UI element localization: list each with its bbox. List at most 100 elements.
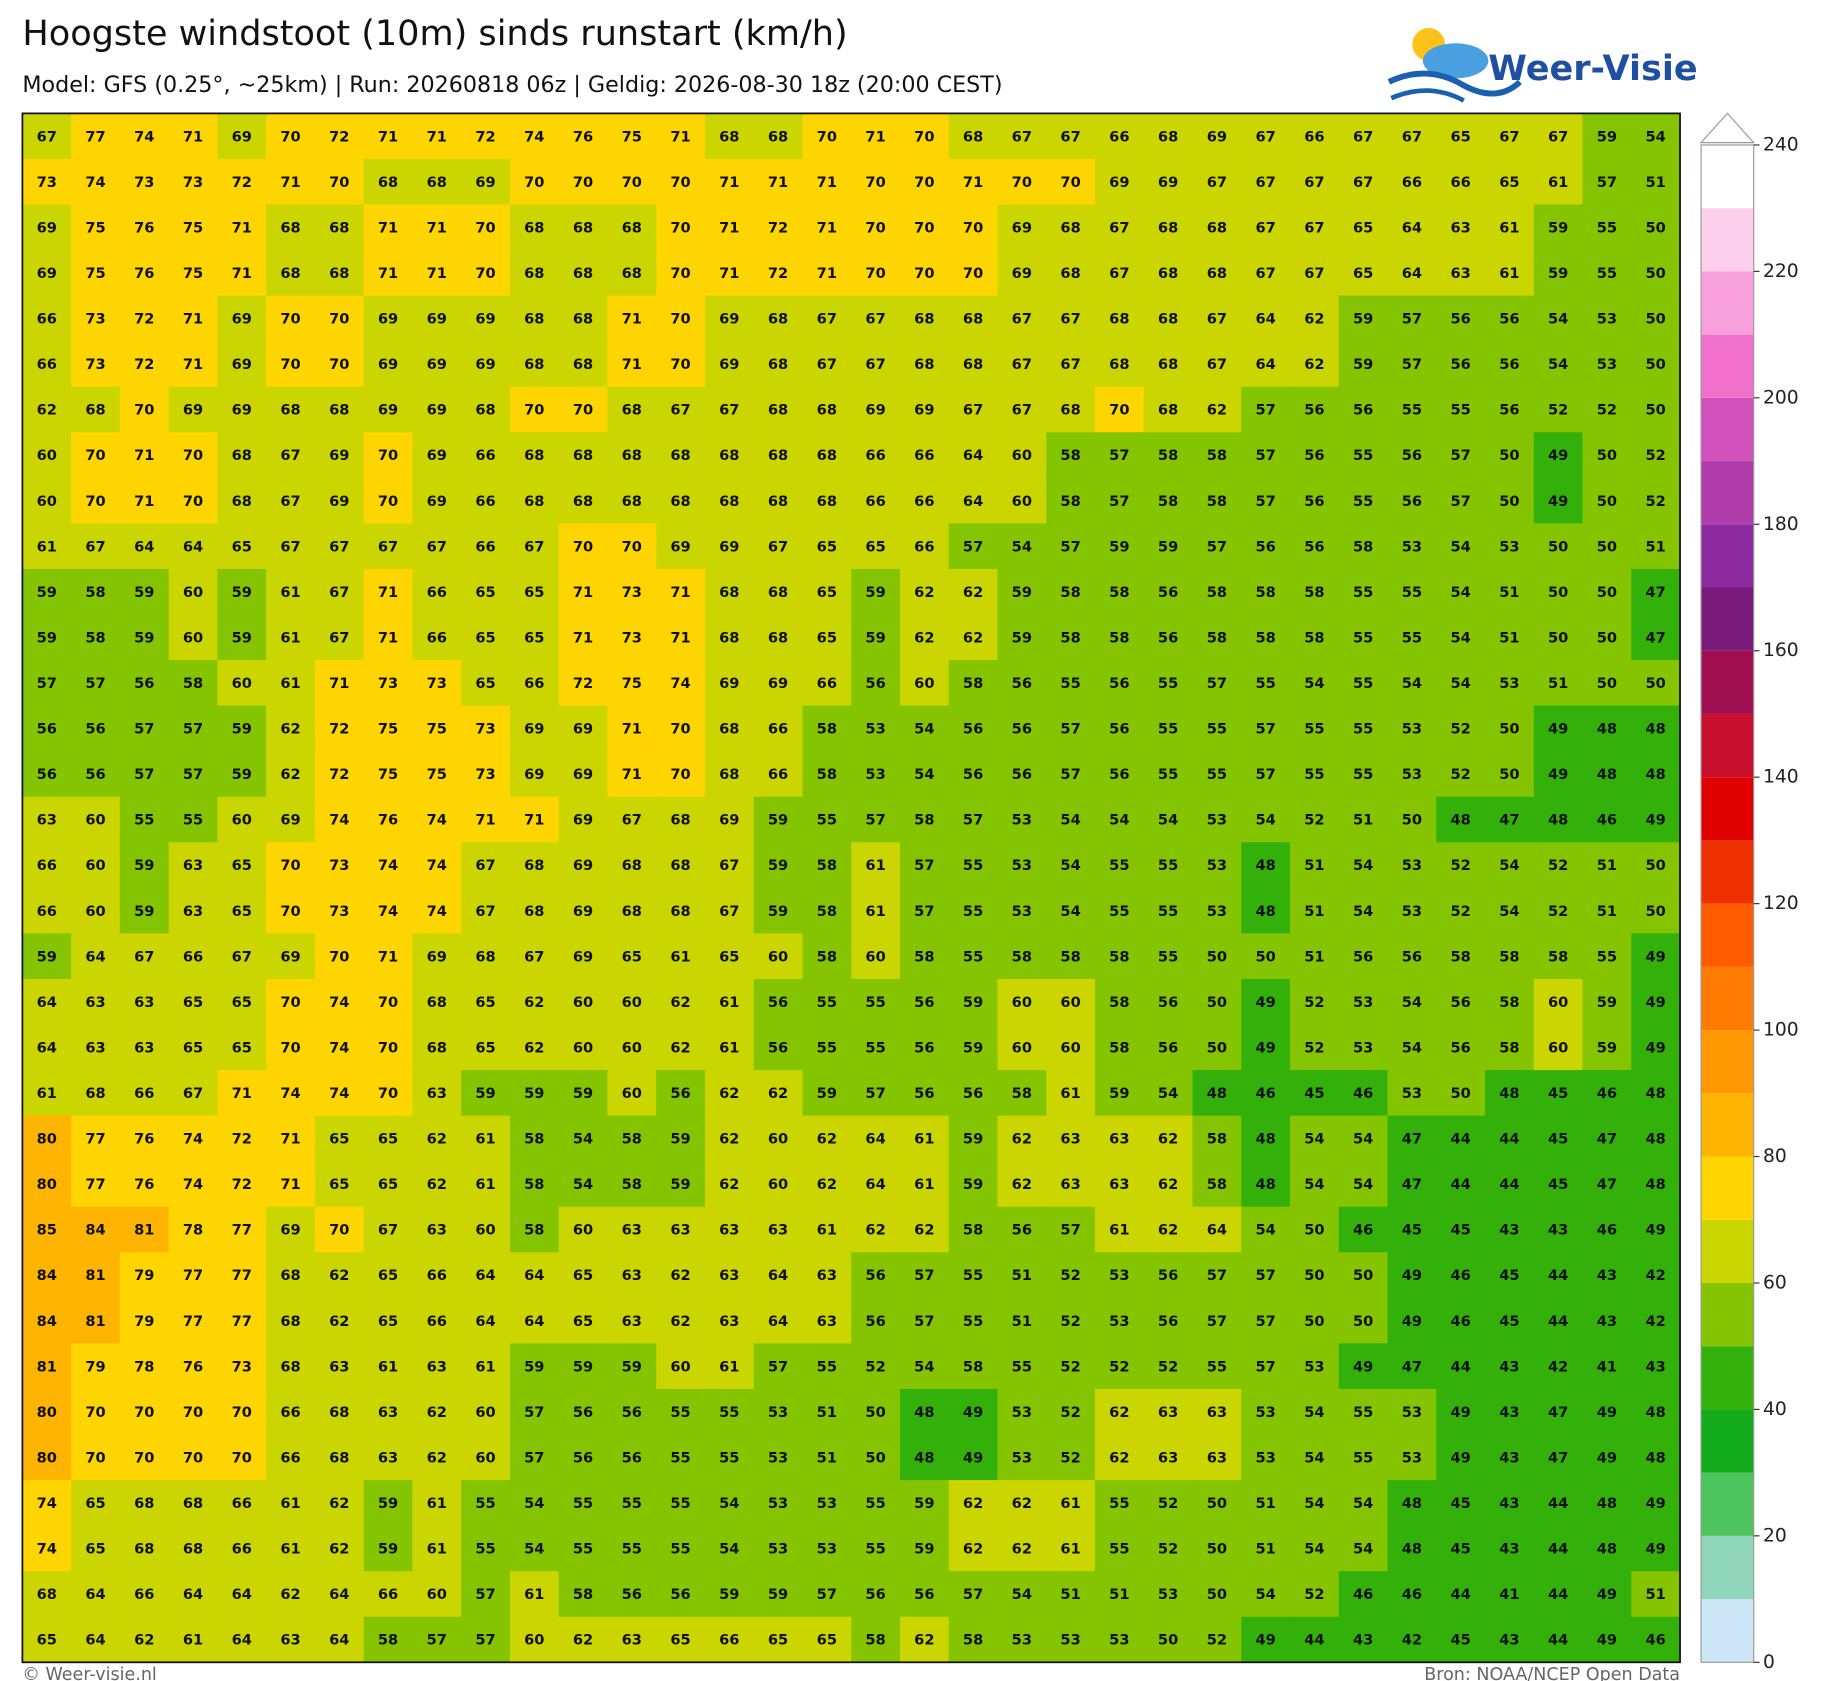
wind-cell	[802, 158, 852, 206]
wind-value: 58	[817, 857, 837, 874]
wind-cell	[509, 1115, 560, 1162]
wind-cell	[704, 295, 755, 342]
wind-value: 57	[475, 1586, 495, 1603]
wind-cell	[168, 386, 219, 433]
wind-value: 55	[1158, 857, 1178, 874]
wind-value: 62	[524, 1039, 544, 1056]
wind-value: 50	[1645, 402, 1665, 419]
wind-value: 70	[524, 174, 544, 191]
wind-value: 60	[37, 447, 57, 464]
wind-cell	[1387, 1024, 1437, 1071]
wind-cell	[1192, 1070, 1242, 1117]
wind-cell	[1192, 1206, 1242, 1253]
wind-value: 66	[280, 1449, 300, 1466]
wind-cell	[22, 887, 72, 935]
wind-value: 76	[573, 128, 593, 145]
wind-value: 54	[1353, 857, 1373, 874]
wind-value: 58	[817, 766, 837, 783]
wind-cell	[753, 568, 804, 616]
wind-value: 50	[865, 1404, 885, 1421]
wind-value: 61	[378, 1358, 398, 1375]
wind-cell	[948, 978, 999, 1026]
wind-cell	[119, 1070, 170, 1117]
wind-cell	[558, 250, 609, 297]
wind-value: 62	[1158, 1176, 1178, 1193]
wind-cell	[1533, 158, 1584, 206]
wind-cell	[1143, 1480, 1194, 1527]
wind-cell	[1143, 1115, 1194, 1162]
wind-cell	[509, 842, 560, 889]
wind-value: 47	[1645, 584, 1665, 601]
wind-value: 69	[573, 903, 593, 920]
wind-value: 59	[475, 1085, 495, 1102]
wind-cell	[1485, 1525, 1535, 1572]
wind-cell	[1143, 887, 1194, 935]
wind-cell	[1094, 1297, 1145, 1345]
wind-value: 47	[1597, 1176, 1617, 1193]
wind-cell	[461, 1525, 511, 1572]
wind-value: 68	[719, 447, 739, 464]
wind-cell	[1631, 341, 1681, 388]
wind-cell	[948, 751, 999, 798]
wind-value: 62	[914, 1222, 934, 1239]
wind-cell	[607, 978, 657, 1026]
wind-cell	[266, 523, 316, 570]
wind-value: 73	[329, 857, 349, 874]
wind-cell	[71, 614, 121, 661]
wind-cell	[1582, 1616, 1632, 1663]
wind-value: 51	[1060, 1586, 1080, 1603]
wind-cell	[1046, 751, 1096, 798]
wind-value: 52	[1304, 1586, 1324, 1603]
wind-value: 71	[378, 629, 398, 646]
wind-value: 73	[85, 356, 105, 373]
wind-cell	[899, 751, 950, 798]
wind-cell	[1241, 1571, 1291, 1618]
wind-cell	[656, 887, 706, 935]
wind-value: 50	[1645, 265, 1665, 282]
wind-value: 76	[134, 1131, 154, 1148]
wind-value: 77	[232, 1222, 252, 1239]
wind-cell	[1094, 568, 1145, 616]
wind-cell	[997, 1161, 1047, 1208]
wind-value: 54	[1450, 584, 1470, 601]
wind-value: 58	[817, 948, 837, 965]
colorbar-band	[1701, 1409, 1754, 1473]
wind-cell	[851, 1616, 901, 1663]
wind-cell	[1289, 614, 1340, 661]
wind-cell	[558, 113, 609, 160]
wind-value: 62	[1158, 1222, 1178, 1239]
wind-cell	[1387, 295, 1437, 342]
wind-value: 53	[1353, 994, 1373, 1011]
wind-value: 50	[1353, 1313, 1373, 1330]
wind-value: 70	[134, 402, 154, 419]
wind-value: 66	[183, 948, 203, 965]
wind-value: 63	[768, 1222, 788, 1239]
wind-cell	[704, 1616, 755, 1663]
wind-cell	[1582, 842, 1632, 889]
wind-cell	[997, 705, 1047, 752]
wind-value: 43	[1499, 1541, 1519, 1558]
footer-source: Bron: NOAA/NCEP Open Data	[1424, 1665, 1680, 1681]
wind-value: 44	[1548, 1495, 1568, 1512]
wind-value: 65	[1450, 128, 1470, 145]
wind-value: 56	[37, 766, 57, 783]
wind-value: 60	[573, 1222, 593, 1239]
wind-value: 71	[817, 219, 837, 236]
wind-value: 62	[963, 584, 983, 601]
wind-value: 59	[37, 948, 57, 965]
wind-value: 44	[1548, 1267, 1568, 1284]
wind-cell	[1387, 887, 1437, 935]
wind-value: 67	[524, 538, 544, 555]
wind-cell	[1094, 705, 1145, 752]
wind-cell	[1436, 1616, 1486, 1663]
wind-value: 70	[1060, 174, 1080, 191]
wind-value: 67	[1255, 128, 1275, 145]
wind-value: 68	[329, 265, 349, 282]
wind-cell	[1338, 1115, 1389, 1162]
wind-value: 70	[280, 311, 300, 328]
wind-value: 64	[1402, 265, 1422, 282]
wind-cell	[22, 523, 72, 570]
wind-cell	[851, 1525, 901, 1572]
wind-value: 69	[1207, 128, 1227, 145]
wind-value: 70	[378, 1039, 398, 1056]
